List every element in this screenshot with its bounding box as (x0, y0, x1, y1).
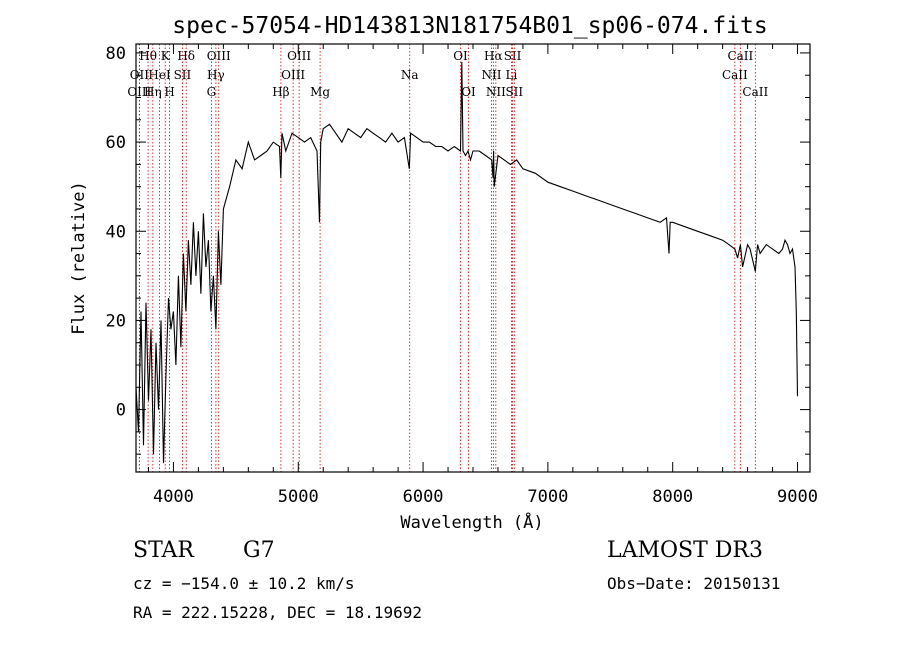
line-label-5: Hη (144, 85, 162, 99)
chart-title: spec-57054-HD143813N181754B01_sp06-074.f… (172, 13, 767, 39)
obs-date: Obs−Date: 20150131 (607, 574, 781, 593)
line-label-19: Hα (484, 49, 503, 63)
spectral-line-markers: HθOIIOIIIKHeIHηHδSIIHOIIIHγGOIIIOIIIHβMg… (127, 44, 768, 472)
line-label-14: Hβ (272, 85, 289, 99)
survey-name: LAMOST DR3 (607, 538, 763, 563)
line-label-27: CaII (742, 85, 768, 99)
x-tick-label-1: 5000 (278, 487, 319, 507)
line-label-25: CaII (727, 49, 753, 63)
line-label-9: OIII (207, 49, 231, 63)
plot-frame (135, 43, 811, 473)
spectrum-series (135, 61, 799, 464)
line-label-6: Hδ (177, 49, 195, 63)
redshift-cz: cz = −154.0 ± 10.2 km/s (133, 574, 355, 593)
y-tick-label-0: 0 (116, 401, 126, 421)
line-label-10: Hγ (207, 68, 225, 82)
line-label-3: K (161, 49, 171, 63)
line-label-17: OI (453, 49, 468, 63)
line-label-16: Na (401, 68, 419, 82)
line-label-22: SII (504, 49, 522, 63)
line-label-4: HeI (148, 68, 171, 82)
line-label-12: OIII (287, 49, 311, 63)
line-label-24: SII (505, 85, 523, 99)
line-label-7: SII (174, 68, 192, 82)
y-tick-label-2: 40 (106, 222, 126, 242)
y-tick-label-3: 60 (106, 133, 126, 153)
x-tick-label-2: 6000 (403, 487, 444, 507)
line-label-21: NII (486, 85, 506, 99)
x-axis-ticks: 4000 5000 6000 7000 8000 9000 (147, 44, 818, 507)
line-label-15: Mg (310, 85, 330, 99)
line-label-20: NII (481, 68, 501, 82)
y-axis-ticks: 0 20 40 60 80 (106, 44, 810, 455)
x-tick-label-4: 8000 (652, 487, 693, 507)
spectrum-line (135, 61, 799, 464)
y-axis-label: Flux (relative) (69, 181, 89, 335)
x-tick-label-0: 4000 (153, 487, 194, 507)
line-label-13: OIII (281, 68, 305, 82)
line-label-11: G (207, 85, 217, 99)
y-tick-label-1: 20 (106, 311, 126, 331)
subclass: G7 (243, 538, 275, 563)
line-label-18: OI (461, 85, 476, 99)
line-label-8: H (164, 85, 174, 99)
x-tick-label-5: 9000 (777, 487, 818, 507)
x-tick-label-3: 7000 (527, 487, 568, 507)
ra-dec: RA = 222.15228, DEC = 18.19692 (133, 603, 422, 622)
object-type: STAR (133, 538, 194, 563)
line-label-23: Li (506, 68, 518, 82)
line-label-2: OIII (127, 85, 151, 99)
line-label-0: Hθ (139, 49, 157, 63)
x-axis-label: Wavelength (Å) (400, 511, 543, 533)
line-label-26: CaII (722, 68, 748, 82)
y-tick-label-4: 80 (106, 44, 126, 64)
